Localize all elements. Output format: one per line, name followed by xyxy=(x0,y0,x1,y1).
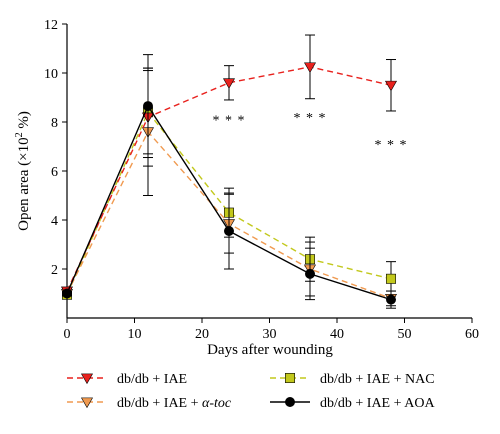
series-4 xyxy=(62,54,396,309)
plot-area xyxy=(60,34,398,309)
x-tick-label: 10 xyxy=(128,327,142,342)
data-point xyxy=(285,397,295,407)
legend-item: db/db + IAE + NAC xyxy=(270,372,435,387)
series-line xyxy=(66,110,392,296)
y-axis-label-superscript: 2 xyxy=(14,132,25,137)
x-tick-label: 20 xyxy=(195,327,209,342)
series-line xyxy=(66,66,392,292)
significance-annotations: * * * * * * * * * xyxy=(213,111,408,153)
data-point xyxy=(285,373,295,383)
legend-label: db/db + IAE + α-toc xyxy=(117,396,232,411)
axes: 0 10 20 30 40 50 60 2 4 6 8 10 12 xyxy=(44,18,479,342)
data-point xyxy=(143,101,153,112)
y-tick-label: 2 xyxy=(51,263,58,278)
y-axis-label-main: Open area (×10 xyxy=(16,137,32,230)
significance-label: * * * xyxy=(375,138,408,153)
data-point xyxy=(80,397,94,409)
y-axis-label-tail: %) xyxy=(16,111,32,132)
data-point xyxy=(62,288,72,299)
y-axis-label: Open area (×102 %) xyxy=(14,111,32,231)
legend-item: db/db + IAE + α-toc xyxy=(67,396,232,411)
x-tick-label: 60 xyxy=(465,327,479,342)
x-tick-label: 50 xyxy=(398,327,412,342)
data-point xyxy=(386,273,396,284)
y-tick-label: 8 xyxy=(51,116,58,131)
x-tick-label: 30 xyxy=(263,327,277,342)
x-tick-label: 0 xyxy=(64,327,71,342)
data-point xyxy=(80,373,94,385)
data-point xyxy=(305,268,315,279)
data-point xyxy=(384,80,398,92)
data-point xyxy=(303,62,317,73)
x-axis-label: Days after wounding xyxy=(207,342,333,358)
data-point xyxy=(224,226,234,236)
legend-label: db/db + IAE + AOA xyxy=(320,396,435,411)
x-ticks: 0 10 20 30 40 50 60 xyxy=(64,318,479,342)
y-tick-label: 10 xyxy=(44,67,58,82)
y-ticks: 2 4 6 8 10 12 xyxy=(44,18,67,278)
y-tick-label: 12 xyxy=(44,18,58,33)
legend-label-greek: α-toc xyxy=(202,396,232,411)
significance-label: * * * xyxy=(213,113,246,128)
series-2 xyxy=(60,67,398,307)
data-point xyxy=(222,78,236,89)
data-point xyxy=(386,294,396,305)
y-tick-label: 6 xyxy=(51,165,58,180)
legend-item: db/db + IAE xyxy=(67,372,187,387)
legend-label: db/db + IAE xyxy=(117,372,187,387)
y-tick-label: 4 xyxy=(51,214,58,229)
significance-label: * * * xyxy=(294,111,327,126)
legend-item: db/db + IAE + AOA xyxy=(270,396,435,411)
legend-label: db/db + IAE + NAC xyxy=(320,372,435,387)
legend: db/db + IAE db/db + IAE + α-toc db/db + IA… xyxy=(67,372,435,411)
x-tick-label: 40 xyxy=(330,327,344,342)
